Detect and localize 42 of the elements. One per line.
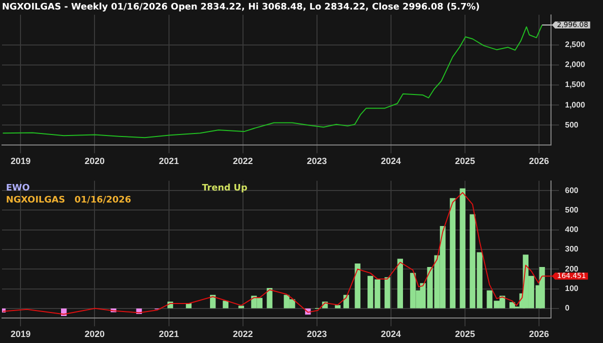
annotation: NGXOILGAS 01/16/2026 xyxy=(6,196,132,206)
x-tick-label: 2019 xyxy=(10,329,31,340)
y-tick-label: 300 xyxy=(565,244,579,254)
y-tick-label: 0 xyxy=(565,304,570,313)
y-tick-label: 600 xyxy=(565,186,579,195)
x-tick-label: 2022 xyxy=(232,329,253,340)
bar xyxy=(238,306,244,308)
x-tick-label: 2024 xyxy=(380,156,401,166)
x-tick-label: 2025 xyxy=(455,329,476,340)
x-tick-label: 2020 xyxy=(84,329,105,340)
x-tick-label: 2024 xyxy=(380,329,401,340)
x-tick-label: 2025 xyxy=(455,156,476,166)
chart-title: NGXOILGAS - Weekly 01/16/2026 Open 2834.22, Hi 3068.48, Lo 2834.22, Close 2996.08 (5.7%) xyxy=(2,2,480,13)
y-tick-label: 1,000 xyxy=(565,100,586,110)
chart-subtitle: EWO xyxy=(6,184,30,194)
x-tick-label: 2021 xyxy=(158,156,179,166)
y-tick-label: 500 xyxy=(565,120,579,130)
x-tick-label: 2019 xyxy=(10,156,31,166)
y-tick-label: 2,500 xyxy=(565,40,586,50)
x-tick-label: 2023 xyxy=(306,156,327,166)
x-tick-label: 2022 xyxy=(232,156,253,166)
bar xyxy=(266,288,272,308)
y-tick-label: 400 xyxy=(565,225,579,234)
bar xyxy=(384,277,390,308)
y-tick-label: 500 xyxy=(565,205,579,214)
x-tick-label: 2021 xyxy=(158,329,179,340)
x-tick-label: 2026 xyxy=(529,329,550,340)
y-tick-label: 1,500 xyxy=(565,80,586,90)
bar xyxy=(460,188,466,308)
annotation: Trend Up xyxy=(202,184,248,194)
bar xyxy=(539,267,545,308)
x-tick-label: 2023 xyxy=(306,329,327,340)
x-tick-label: 2026 xyxy=(529,156,550,166)
x-tick-label: 2020 xyxy=(84,156,105,166)
bar xyxy=(397,258,403,308)
y-tick-label: 100 xyxy=(565,284,579,293)
y-tick-label: 2,000 xyxy=(565,60,586,70)
bar xyxy=(354,264,360,308)
bar xyxy=(450,198,456,308)
y-tick-label: 200 xyxy=(565,264,579,274)
bar xyxy=(334,305,341,308)
bar xyxy=(410,272,416,308)
